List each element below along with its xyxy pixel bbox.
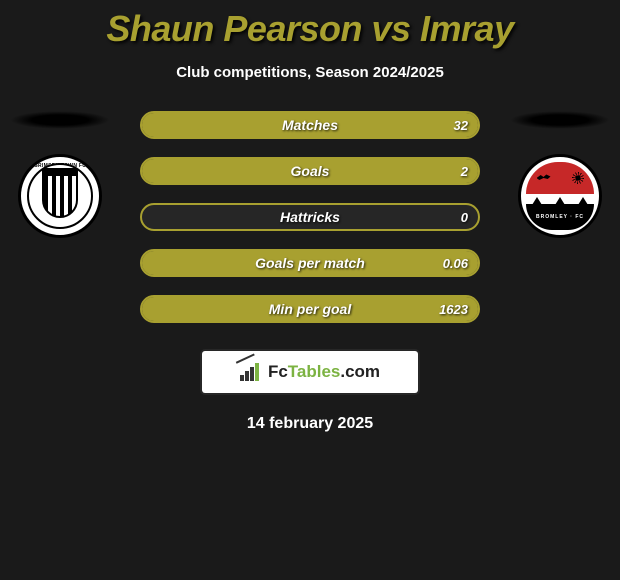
sun-icon bbox=[572, 172, 584, 184]
bar-chart-icon bbox=[240, 363, 262, 381]
right-club-column: BROMLEY · FC bbox=[505, 111, 615, 238]
left-club-column: GRIMSBY TOWN FC bbox=[5, 111, 115, 238]
subtitle: Club competitions, Season 2024/2025 bbox=[0, 64, 620, 81]
stats-container: Matches 32 Goals 2 Hattricks 0 Goals per match… bbox=[140, 111, 480, 323]
stat-label: Goals bbox=[291, 163, 330, 179]
content-area: GRIMSBY TOWN FC BROMLEY · FC Matches 32 Go… bbox=[0, 111, 620, 323]
grimsby-inner-ring bbox=[27, 163, 93, 229]
shadow-ellipse bbox=[510, 111, 610, 129]
stat-value-right: 0.06 bbox=[443, 256, 468, 271]
stat-value-right: 1623 bbox=[439, 302, 468, 317]
stat-value-right: 32 bbox=[454, 118, 468, 133]
stat-label: Hattricks bbox=[280, 209, 340, 225]
left-club-crest: GRIMSBY TOWN FC bbox=[18, 154, 102, 238]
branding-suffix: .com bbox=[340, 362, 380, 381]
branding-prefix: Fc bbox=[268, 362, 288, 381]
stat-label: Goals per match bbox=[255, 255, 365, 271]
stat-value-right: 2 bbox=[461, 164, 468, 179]
bromley-bottom-band: BROMLEY · FC bbox=[526, 204, 594, 230]
stat-row: Goals 2 bbox=[140, 157, 480, 185]
stat-row: Goals per match 0.06 bbox=[140, 249, 480, 277]
bird-icon bbox=[537, 173, 551, 183]
stat-row: Min per goal 1623 bbox=[140, 295, 480, 323]
bromley-top-band bbox=[526, 162, 594, 194]
right-club-crest: BROMLEY · FC bbox=[518, 154, 602, 238]
stat-row: Matches 32 bbox=[140, 111, 480, 139]
stat-value-right: 0 bbox=[461, 210, 468, 225]
branding-badge: FcTables.com bbox=[202, 351, 418, 393]
branding-text: FcTables.com bbox=[268, 362, 380, 382]
grimsby-shield-icon bbox=[42, 174, 78, 218]
date-label: 14 february 2025 bbox=[0, 415, 620, 433]
stat-row: Hattricks 0 bbox=[140, 203, 480, 231]
stat-label: Matches bbox=[282, 117, 338, 133]
shadow-ellipse bbox=[10, 111, 110, 129]
stat-label: Min per goal bbox=[269, 301, 351, 317]
branding-mid: Tables bbox=[288, 362, 341, 381]
page-title: Shaun Pearson vs Imray bbox=[0, 0, 620, 50]
